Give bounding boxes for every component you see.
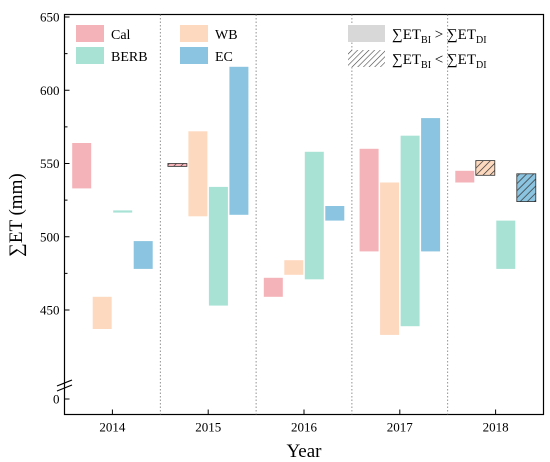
legend-swatch-ec (180, 47, 208, 64)
legend-label-berb: BERB (111, 50, 148, 65)
bar-ec-2018 (516, 173, 537, 203)
bar-wb-2017 (380, 182, 400, 335)
bar-cal-2014 (72, 143, 92, 189)
x-tick-label-2018: 2018 (483, 420, 509, 435)
bar-cal-2017 (359, 148, 379, 252)
y-tick-label: 600 (40, 83, 60, 98)
bar-berb-2016 (304, 151, 324, 280)
bar-wb-2015 (188, 131, 208, 217)
legend-swatch-hatched (348, 50, 385, 67)
legend-label-wb: WB (215, 28, 238, 43)
legend-label-solid: ∑ETBI > ∑ETDI (392, 27, 487, 46)
x-axis-title: Year (286, 441, 322, 462)
y-axis-title: ∑ET (mm) (6, 173, 27, 256)
legend-label-ec: EC (215, 50, 233, 65)
bar-berb-2017 (400, 135, 420, 327)
bar-wb-2016 (284, 260, 304, 275)
bar-wb-2014 (92, 296, 112, 329)
x-tick-label-2016: 2016 (291, 420, 318, 435)
bar-berb-2018 (496, 220, 516, 269)
x-tick-label-2015: 2015 (195, 420, 221, 435)
legend-label-hatched: ∑ETBI < ∑ETDI (392, 52, 487, 71)
plot-frame (63, 13, 545, 416)
bar-cal-2016 (263, 277, 283, 297)
y-tick-label: 0 (53, 392, 60, 407)
bar-cal-2015 (167, 163, 188, 167)
y-tick-label: 550 (40, 156, 60, 171)
legend-swatch-wb (180, 25, 208, 42)
bar-wb-2018 (475, 160, 496, 176)
y-tick-label: 450 (40, 303, 60, 318)
bar-ec-2014 (133, 241, 153, 269)
bar-berb-2015 (208, 186, 228, 306)
x-tick-label-2017: 2017 (387, 420, 414, 435)
legend-swatch-cal (76, 25, 104, 42)
y-tick-label: 650 (40, 10, 60, 25)
y-axis-break (56, 379, 73, 392)
legend-swatch-berb (76, 47, 104, 64)
x-tick-label-2014: 2014 (99, 420, 126, 435)
legend-swatch-solid (348, 25, 385, 42)
bar-berb-2014 (113, 210, 133, 213)
legend-label-cal: Cal (111, 28, 131, 43)
bar-cal-2018 (455, 170, 475, 183)
y-tick-label: 500 (40, 229, 60, 244)
bar-ec-2016 (325, 206, 345, 221)
bar-ec-2017 (421, 118, 441, 252)
bar-ec-2015 (229, 66, 249, 215)
